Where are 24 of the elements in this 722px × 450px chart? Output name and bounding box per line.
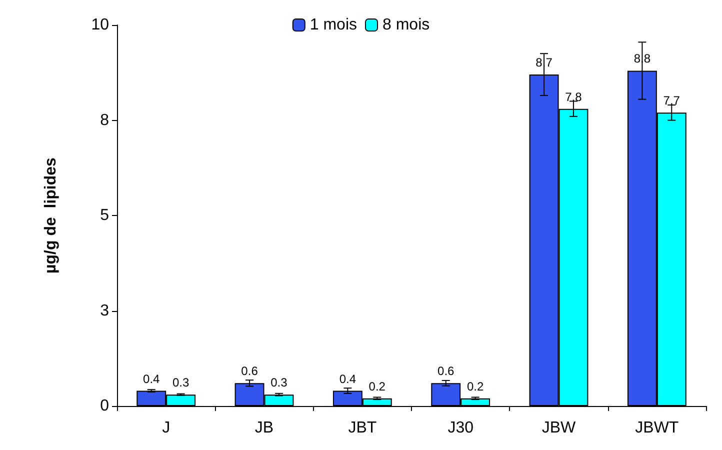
data-label: 0.2 — [368, 379, 386, 394]
y-axis-title: µg/g de lipides — [42, 157, 60, 274]
legend-label: 8 mois — [382, 16, 430, 34]
y-tick-label: 10 — [91, 16, 110, 34]
data-label: 0.6 — [438, 364, 455, 378]
legend-label: 1 mois — [310, 16, 357, 34]
x-tick-label: J — [162, 420, 170, 436]
x-tick-label: JBW — [542, 420, 577, 436]
data-label: 7.7 — [663, 94, 680, 108]
data-label: 7.8 — [565, 90, 582, 104]
data-label: 0.6 — [241, 364, 258, 378]
y-tick-label: 0 — [100, 398, 110, 414]
x-tick-label: JBT — [348, 420, 377, 436]
data-label: 0.3 — [270, 376, 288, 390]
x-tick-label: JBWT — [635, 420, 679, 436]
y-tick-label: 8 — [100, 112, 110, 129]
data-label: 0.4 — [339, 372, 356, 386]
y-tick-label: 5 — [100, 207, 110, 224]
data-label: 0.2 — [466, 379, 484, 394]
y-tick-label: 3 — [100, 302, 110, 320]
x-tick-label: J30 — [448, 420, 474, 436]
data-label: 0.4 — [143, 372, 160, 386]
data-label: 0.3 — [172, 376, 190, 390]
x-tick-label: JB — [254, 420, 274, 436]
